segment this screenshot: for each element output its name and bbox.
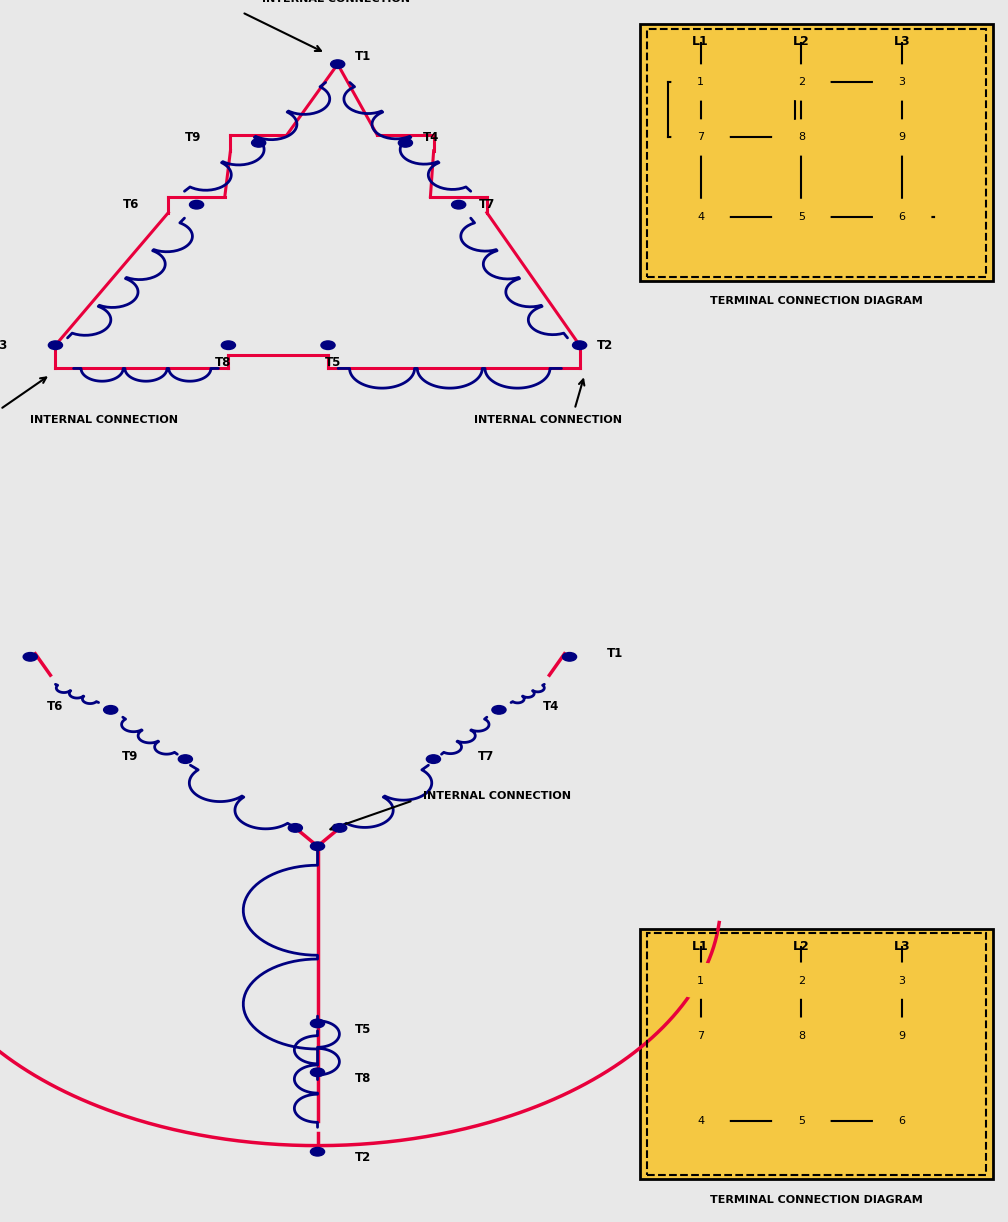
Text: 2: 2 xyxy=(797,77,805,88)
Text: 8: 8 xyxy=(797,1030,805,1041)
Circle shape xyxy=(672,963,729,997)
Circle shape xyxy=(672,1105,729,1139)
Text: TERMINAL CONNECTION DIAGRAM: TERMINAL CONNECTION DIAGRAM xyxy=(710,1195,923,1205)
Bar xyxy=(640,929,993,1179)
Circle shape xyxy=(874,120,930,154)
Bar xyxy=(647,28,986,276)
Text: 7: 7 xyxy=(697,132,705,143)
Circle shape xyxy=(773,120,830,154)
Circle shape xyxy=(310,1147,325,1156)
Text: L2: L2 xyxy=(793,940,809,953)
Circle shape xyxy=(672,120,729,154)
Text: T8: T8 xyxy=(215,356,232,369)
Text: INTERNAL CONNECTION: INTERNAL CONNECTION xyxy=(262,0,410,4)
Circle shape xyxy=(398,138,412,147)
Text: L3: L3 xyxy=(894,940,910,953)
Text: 1: 1 xyxy=(698,975,704,986)
Text: 7: 7 xyxy=(697,1030,705,1041)
Text: T7: T7 xyxy=(478,749,494,763)
Text: 1: 1 xyxy=(698,77,704,88)
Text: INTERNAL CONNECTION: INTERNAL CONNECTION xyxy=(30,415,178,425)
Circle shape xyxy=(562,653,577,661)
Circle shape xyxy=(426,755,440,764)
Text: T3: T3 xyxy=(0,338,8,352)
Text: T6: T6 xyxy=(47,700,64,714)
Text: T4: T4 xyxy=(543,700,559,714)
Circle shape xyxy=(23,653,37,661)
Text: 5: 5 xyxy=(798,211,804,222)
Circle shape xyxy=(773,963,830,997)
Circle shape xyxy=(48,341,62,349)
Circle shape xyxy=(874,963,930,997)
Text: 4: 4 xyxy=(697,211,705,222)
Text: T2: T2 xyxy=(597,338,613,352)
Text: 6: 6 xyxy=(899,1116,905,1127)
Circle shape xyxy=(104,705,118,714)
Circle shape xyxy=(773,199,830,233)
Circle shape xyxy=(310,1019,325,1028)
Text: INTERNAL CONNECTION: INTERNAL CONNECTION xyxy=(474,415,622,425)
Text: T5: T5 xyxy=(355,1023,371,1036)
Circle shape xyxy=(672,199,729,233)
Circle shape xyxy=(573,341,587,349)
Circle shape xyxy=(321,341,335,349)
Text: T9: T9 xyxy=(122,749,138,763)
Circle shape xyxy=(331,60,345,68)
Text: L1: L1 xyxy=(692,940,709,953)
Circle shape xyxy=(874,1019,930,1053)
Text: T8: T8 xyxy=(355,1072,371,1085)
Text: 5: 5 xyxy=(798,1116,804,1127)
Text: T1: T1 xyxy=(355,50,371,64)
Circle shape xyxy=(672,66,729,100)
Circle shape xyxy=(190,200,204,209)
Text: T6: T6 xyxy=(123,198,139,211)
Circle shape xyxy=(452,200,466,209)
Text: TERMINAL CONNECTION DIAGRAM: TERMINAL CONNECTION DIAGRAM xyxy=(710,297,923,307)
Text: INTERNAL CONNECTION: INTERNAL CONNECTION xyxy=(423,791,572,802)
Text: 9: 9 xyxy=(898,1030,906,1041)
Text: T2: T2 xyxy=(355,1151,371,1165)
Circle shape xyxy=(310,1068,325,1077)
Text: 6: 6 xyxy=(899,211,905,222)
Circle shape xyxy=(492,705,506,714)
Circle shape xyxy=(333,824,347,832)
Text: 2: 2 xyxy=(797,975,805,986)
Bar xyxy=(640,24,993,281)
Circle shape xyxy=(252,138,266,147)
Text: T5: T5 xyxy=(325,356,342,369)
Circle shape xyxy=(773,66,830,100)
Bar xyxy=(647,934,986,1176)
Text: T1: T1 xyxy=(607,648,623,660)
Circle shape xyxy=(874,199,930,233)
Circle shape xyxy=(874,1105,930,1139)
Circle shape xyxy=(773,1019,830,1053)
Text: 3: 3 xyxy=(899,77,905,88)
Text: L1: L1 xyxy=(692,35,709,49)
Circle shape xyxy=(672,1019,729,1053)
Circle shape xyxy=(222,341,236,349)
Text: T7: T7 xyxy=(479,198,495,211)
Text: T4: T4 xyxy=(422,132,438,144)
Circle shape xyxy=(874,66,930,100)
Circle shape xyxy=(310,842,325,851)
Circle shape xyxy=(178,755,193,764)
Text: 4: 4 xyxy=(697,1116,705,1127)
Text: L3: L3 xyxy=(894,35,910,49)
Text: T9: T9 xyxy=(184,132,202,144)
Text: 8: 8 xyxy=(797,132,805,143)
Text: L2: L2 xyxy=(793,35,809,49)
Text: 9: 9 xyxy=(898,132,906,143)
Circle shape xyxy=(288,824,302,832)
Text: 3: 3 xyxy=(899,975,905,986)
Circle shape xyxy=(773,1105,830,1139)
